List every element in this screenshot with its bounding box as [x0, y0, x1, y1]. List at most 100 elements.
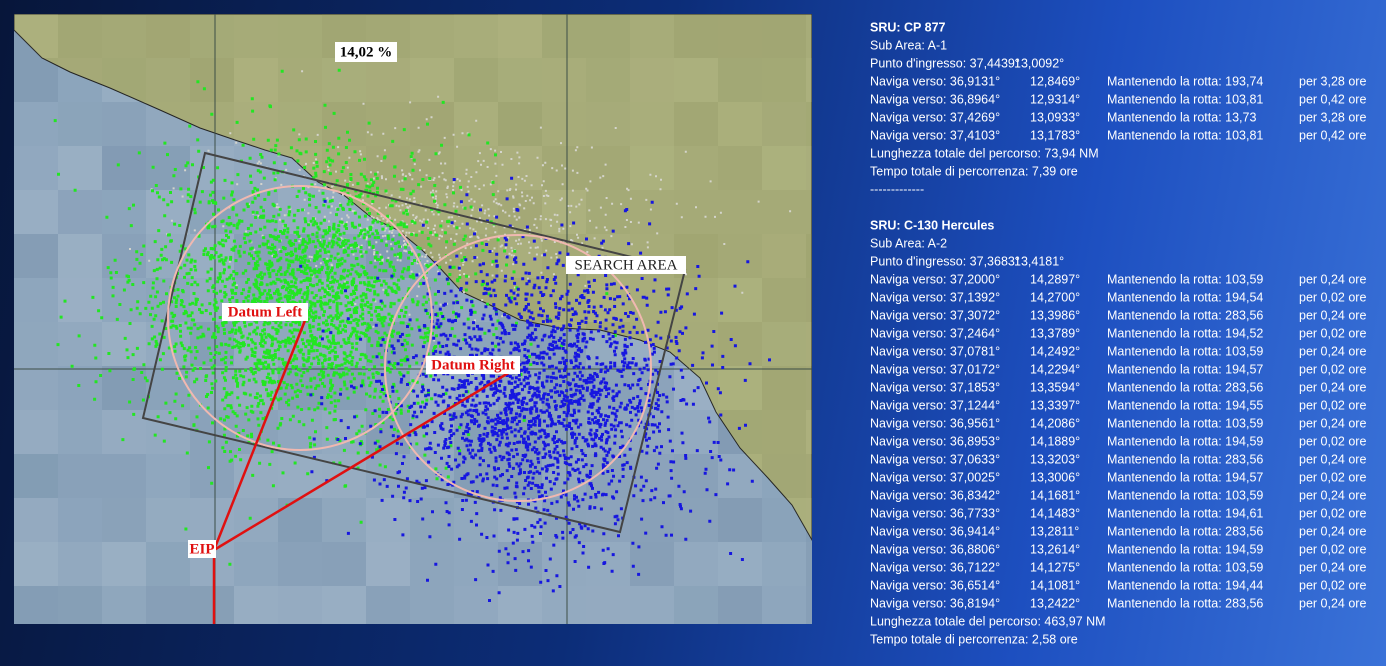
tile — [806, 14, 812, 58]
tile — [278, 498, 322, 542]
tile — [14, 234, 58, 278]
tile — [806, 102, 812, 146]
tile — [542, 498, 586, 542]
tile — [102, 542, 146, 586]
tile — [278, 454, 322, 498]
tile — [322, 542, 366, 586]
tile — [806, 542, 850, 586]
panel-text: Naviga verso: 37,1244° — [870, 398, 1000, 412]
tile — [674, 586, 718, 630]
tile — [718, 102, 762, 146]
panel-text: 13,3203° — [1030, 452, 1080, 466]
panel-text: Mantenendo la rotta: 103,59 — [1107, 272, 1263, 286]
panel-text: per 0,42 ore — [1299, 92, 1366, 106]
tile — [806, 146, 812, 190]
tile — [322, 454, 366, 498]
datum-circle — [384, 234, 652, 502]
tile — [14, 190, 58, 234]
tile — [762, 542, 806, 586]
panel-text: per 0,02 ore — [1299, 326, 1366, 340]
tile — [190, 586, 234, 624]
tile — [410, 102, 454, 146]
label-box — [426, 356, 520, 374]
drift-particles-right — [299, 176, 771, 602]
panel-text: 14,1081° — [1030, 578, 1080, 592]
tile — [58, 542, 102, 586]
tile — [102, 498, 146, 542]
panel-text: Lunghezza totale del percorso: 463,97 NM — [870, 614, 1106, 628]
tile — [762, 234, 806, 278]
panel-text: 13,3789° — [1030, 326, 1080, 340]
tile — [410, 498, 454, 542]
tile — [190, 14, 234, 58]
tile — [718, 234, 762, 278]
tile — [762, 410, 806, 454]
tile — [102, 322, 146, 366]
panel-text: Naviga verso: 36,7122° — [870, 560, 1000, 574]
datum-circle — [167, 185, 433, 451]
land — [14, 14, 812, 542]
tile — [498, 58, 542, 102]
tile — [630, 58, 674, 102]
tile — [498, 14, 542, 58]
search-area — [141, 151, 687, 534]
panel-text: SRU: CP 877 — [870, 20, 946, 34]
panel-text: 13,3006° — [1030, 470, 1080, 484]
tile — [586, 586, 630, 624]
tile — [234, 542, 278, 586]
tile — [146, 14, 190, 58]
tile — [322, 498, 366, 542]
tile — [586, 146, 630, 190]
panel-text: 14,2492° — [1030, 344, 1080, 358]
panel-text: Naviga verso: 37,2464° — [870, 326, 1000, 340]
tile — [190, 58, 234, 102]
tile — [806, 366, 812, 410]
tile — [322, 586, 366, 624]
tile — [234, 102, 278, 146]
panel-text: 13,0092° — [1014, 56, 1064, 70]
panel-text: Naviga verso: 36,8194° — [870, 596, 1000, 610]
tile — [322, 58, 366, 102]
panel-text: Mantenendo la rotta: 103,59 — [1107, 344, 1263, 358]
tile — [762, 146, 806, 190]
tile — [366, 542, 410, 586]
tile — [718, 586, 762, 624]
panel-text: Naviga verso: 36,6514° — [870, 578, 1000, 592]
tile — [146, 58, 190, 102]
panel-text: per 0,02 ore — [1299, 398, 1366, 412]
panel-text: 14,1275° — [1030, 560, 1080, 574]
panel-text: per 3,28 ore — [1299, 110, 1366, 124]
tile — [454, 586, 498, 630]
panel-text: Mantenendo la rotta: 194,44 — [1107, 578, 1263, 592]
panel-text: Mantenendo la rotta: 103,59 — [1107, 560, 1263, 574]
panel-text: per 0,24 ore — [1299, 416, 1366, 430]
tile — [14, 454, 58, 498]
panel-text: Naviga verso: 37,0172° — [870, 362, 1000, 376]
tile — [58, 454, 102, 498]
tile — [630, 278, 674, 322]
tile — [498, 146, 542, 190]
panel-text: per 0,42 ore — [1299, 128, 1366, 142]
tile — [102, 366, 146, 410]
tile — [806, 190, 850, 234]
tile — [14, 278, 58, 322]
panel-text: per 0,02 ore — [1299, 290, 1366, 304]
datum-left-label: Datum Left — [228, 304, 303, 320]
panel-text: ------------- — [870, 182, 924, 196]
panel-text: Tempo totale di percorrenza: 7,39 ore — [870, 164, 1078, 178]
tile — [806, 14, 812, 58]
panel-text: Mantenendo la rotta: 194,55 — [1107, 398, 1263, 412]
tile — [718, 542, 762, 586]
tile — [234, 146, 278, 190]
tile — [146, 410, 190, 454]
panel-text: per 0,02 ore — [1299, 470, 1366, 484]
panel-text: 14,2294° — [1030, 362, 1080, 376]
panel-text: 13,4181° — [1014, 254, 1064, 268]
panel-text: Naviga verso: 36,7733° — [870, 506, 1000, 520]
tile — [454, 498, 498, 542]
eip-label: EIP — [189, 541, 214, 557]
tile — [58, 366, 102, 410]
tile — [146, 542, 190, 586]
tile — [190, 498, 234, 542]
panel-text: Naviga verso: 36,8342° — [870, 488, 1000, 502]
